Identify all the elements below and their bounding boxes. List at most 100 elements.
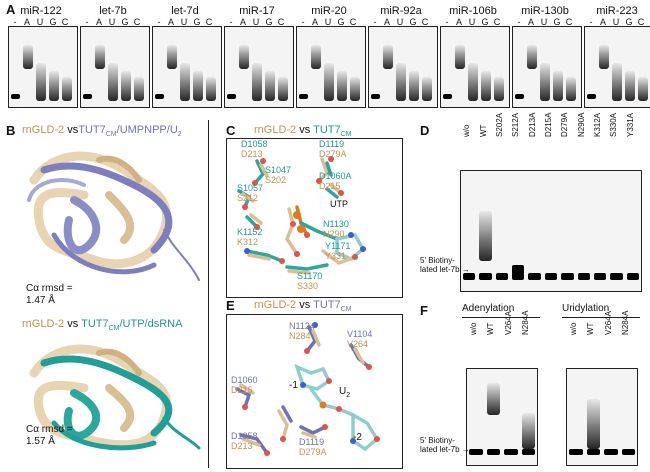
residue-tut7: D1060	[231, 375, 258, 385]
lane-label: C	[61, 17, 69, 27]
residue-gld2: Y331	[325, 251, 347, 261]
gel-band	[486, 383, 500, 415]
gel-band	[278, 77, 288, 101]
lane-label: V264A	[503, 310, 513, 335]
gel-band	[422, 77, 432, 101]
marker-label: 5' Biotiny-lated let-7b →	[420, 256, 470, 274]
gel-band	[167, 45, 177, 69]
lane-label: U	[612, 17, 620, 27]
lane-label: A	[95, 17, 102, 27]
mirna-label: miR-106b	[449, 5, 497, 17]
mirna-label: miR-130b	[521, 5, 569, 17]
gel-band	[604, 449, 618, 455]
lane-label: A	[455, 17, 462, 27]
mirna-label: miR-122	[20, 5, 62, 17]
lane-label: A	[311, 17, 318, 27]
residue-gld2: S202	[265, 175, 287, 185]
lane-label: N290A	[576, 112, 586, 137]
lane-label: U	[540, 17, 548, 27]
residue-tut7: N1130	[323, 219, 349, 229]
gel-band	[610, 273, 623, 280]
title-protein-a: rnGLD-2	[254, 124, 297, 136]
residue-gld2: D213	[231, 441, 253, 451]
lane-label: w/o	[568, 322, 578, 335]
gel-band	[463, 273, 476, 280]
lane-label: G	[193, 17, 201, 27]
gel-band	[625, 71, 635, 101]
lane-label: G	[481, 17, 489, 27]
title-vs: vs	[296, 299, 314, 311]
title-protein-b: TUT7	[78, 124, 106, 136]
u2-subscript: 2	[346, 392, 351, 399]
lane-label: S330A	[609, 112, 619, 137]
title-ligand: /UTP/dsRNA	[119, 318, 183, 330]
gel-band	[108, 63, 118, 101]
lane-label: -	[157, 17, 161, 27]
title-protein-a: rnGLD-2	[22, 318, 65, 330]
lane-label: -	[517, 17, 521, 27]
marker-line1: 5' Biotiny-	[420, 436, 455, 445]
gel-band	[599, 45, 609, 69]
lane-label: S202A	[494, 112, 504, 137]
gel-image	[296, 26, 366, 108]
residue-label: N1130 N290	[323, 219, 349, 239]
title-underline	[562, 317, 640, 318]
lane-label: -	[301, 17, 305, 27]
lane-label: C	[205, 17, 213, 27]
gel-band	[577, 273, 590, 280]
active-site-sticks-c	[237, 156, 366, 275]
gel-band	[479, 273, 492, 280]
gel-band	[350, 77, 360, 101]
residue-label: S1057 S212	[237, 183, 263, 203]
gel-band	[36, 63, 46, 101]
lane-label: A	[239, 17, 246, 27]
gel-band	[621, 449, 635, 455]
lane-label: A	[599, 17, 606, 27]
gel-image	[8, 26, 78, 108]
residue-tut7: D1060A	[319, 171, 352, 181]
residue-label: S1047 S202	[265, 165, 291, 185]
gel-band	[481, 71, 491, 101]
residue-label: D1119 D279A	[299, 437, 327, 457]
lane-label: -	[85, 17, 89, 27]
gel-band	[409, 71, 419, 101]
gel-band	[95, 45, 105, 69]
active-site-sticks-e	[235, 322, 380, 456]
gel-band	[121, 71, 131, 101]
gel-band	[227, 94, 236, 99]
gel-band	[561, 273, 574, 280]
lane-label: G	[553, 17, 561, 27]
lane-label: D215A	[544, 112, 553, 137]
residue-tut7: UTP	[330, 199, 348, 209]
panel-b-top-title: rnGLD-2 vsTUT7CM/UMPNPP/U2	[22, 124, 182, 138]
rmsd-bottom: Cα rmsd = 1.57 Å	[26, 424, 73, 448]
gel-band	[544, 273, 558, 280]
lane-label: WT	[478, 124, 488, 137]
lane-label: G	[121, 17, 129, 27]
title-sub: CM	[105, 131, 117, 139]
residue-tut7: N1124	[289, 321, 315, 331]
residue-label: U2	[339, 387, 350, 401]
residue-tut7: K1152	[237, 227, 263, 237]
panel-d-label: D	[420, 123, 430, 138]
title-sub: CM	[108, 325, 120, 333]
mirna-label: miR-223	[596, 5, 638, 17]
gel-band	[468, 63, 478, 101]
panel-c-label: C	[226, 123, 236, 138]
residue-gld2: S212	[237, 193, 259, 203]
lane-label: U	[180, 17, 188, 27]
gel-band	[586, 399, 600, 449]
gel-image	[466, 368, 538, 466]
panel-f-label: F	[420, 303, 428, 318]
lane-label: w/o	[468, 322, 478, 335]
lane-label: -	[445, 17, 449, 27]
gel-band	[23, 45, 33, 69]
residue-tut7: D1119	[319, 139, 345, 149]
lane-label: Y331A	[625, 112, 635, 137]
lane-label: U	[36, 17, 44, 27]
marker-line2: lated let-7b →	[420, 445, 470, 454]
gel-band	[455, 45, 465, 69]
residue-tut7: S1047	[265, 165, 292, 175]
marker-line2: lated let-7b →	[420, 265, 470, 274]
residue-gld2: N290	[323, 229, 345, 239]
